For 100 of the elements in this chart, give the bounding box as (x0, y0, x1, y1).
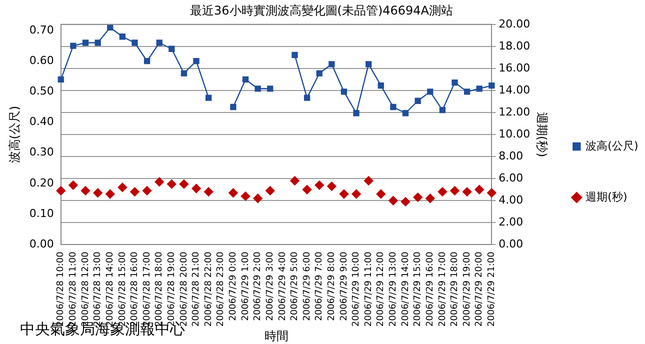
point (106, 189, 115, 199)
point (56, 186, 66, 196)
x-tick-label: 2006/7/28 23:00 (216, 251, 226, 327)
x-tick-label: 2006/7/29 0:00 (228, 251, 239, 321)
point (156, 40, 162, 46)
point (364, 176, 374, 186)
x-tick-label: 2006/7/29 4:00 (278, 251, 288, 321)
y2-tick-label: 8.00 (498, 149, 524, 162)
point (450, 186, 460, 196)
point (464, 88, 470, 95)
point (427, 88, 434, 95)
point (130, 187, 140, 196)
point (388, 196, 398, 206)
point (168, 46, 175, 52)
point (228, 188, 238, 198)
x-tick-label: 2006/7/29 10:00 (352, 251, 362, 327)
point (142, 186, 152, 196)
point (316, 70, 322, 76)
point (487, 188, 496, 198)
y-axis-title: 波高(公尺) (7, 106, 22, 164)
y-tick-label: 0.50 (29, 84, 54, 98)
x-tick-label: 2006/7/29 2:00 (253, 251, 264, 321)
point (353, 110, 360, 116)
x-tick-label: 2006/7/29 21:00 (487, 251, 498, 327)
y2-tick-label: 12.00 (498, 105, 530, 118)
point (253, 194, 262, 203)
point (400, 197, 410, 206)
x-tick-label: 2006/7/29 8:00 (327, 251, 338, 321)
point (439, 106, 446, 114)
point (193, 58, 200, 64)
y2-tick-label: 18.00 (498, 39, 530, 52)
y-tick-label: 0.60 (29, 54, 54, 67)
point (167, 179, 176, 189)
point (304, 94, 310, 101)
point (426, 194, 435, 203)
point (107, 24, 114, 31)
point (254, 86, 261, 92)
x-tick-label: 2006/7/29 18:00 (450, 251, 460, 327)
point (119, 34, 126, 40)
y-tick-label: 0.00 (29, 238, 54, 251)
x-tick-label: 2006/7/29 14:00 (400, 251, 411, 327)
y-tick-label: 0.10 (29, 206, 54, 220)
point (58, 76, 64, 83)
point (376, 189, 386, 199)
legend-label: 波高(公尺) (586, 139, 638, 152)
point (70, 42, 76, 49)
y-tick-label: 0.20 (29, 176, 54, 190)
x-tick-label: 2006/7/29 1:00 (240, 251, 251, 321)
legend-label: 週期(秒) (586, 190, 628, 204)
point (402, 110, 409, 116)
y2-axis-title: 週期(秒) (535, 112, 550, 158)
y2-tick-label: 10.00 (498, 127, 530, 140)
y2-tick-label: 4.00 (498, 193, 524, 206)
chart-title: 最近36小時實測波高變化圖(未品管)46694A測站 (190, 3, 454, 18)
point (180, 70, 188, 76)
point (192, 184, 201, 194)
point (452, 79, 458, 86)
x-tick-label: 2006/7/29 6:00 (302, 251, 312, 321)
point (132, 40, 138, 46)
y-tick-label: 0.30 (29, 146, 54, 159)
x-tick-label: 2006/7/29 11:00 (364, 251, 374, 327)
point (204, 187, 214, 196)
x-tick-label: 2006/7/29 19:00 (462, 251, 472, 327)
point (327, 182, 336, 191)
y2-tick-label: 2.00 (498, 215, 524, 228)
point (267, 86, 274, 92)
point (413, 192, 422, 202)
point (266, 186, 275, 196)
point (339, 189, 349, 199)
y2-tick-label: 0.00 (498, 238, 524, 251)
point (328, 61, 335, 68)
y-tick-label: 0.70 (29, 23, 54, 36)
x-tick-label: 2006/7/29 16:00 (425, 251, 436, 327)
point (462, 187, 472, 196)
point (302, 184, 312, 194)
x-tick-label: 2006/7/29 15:00 (413, 251, 424, 327)
x-tick-label: 2006/7/29 20:00 (474, 251, 485, 327)
point (144, 58, 150, 64)
point (292, 52, 298, 58)
y2-tick-label: 14.00 (498, 83, 530, 96)
x-tick-label: 2006/7/28 22:00 (204, 251, 214, 327)
x-tick-label: 2006/7/29 9:00 (339, 251, 350, 321)
x-tick-label: 2006/7/29 12:00 (376, 251, 386, 327)
y2-tick-label: 6.00 (498, 171, 524, 184)
y2-tick-label: 16.00 (498, 61, 530, 74)
point (378, 82, 384, 89)
point (290, 176, 300, 186)
y-tick-label: 0.40 (29, 115, 54, 128)
point (206, 94, 212, 101)
point (68, 180, 78, 190)
point (340, 88, 348, 95)
point (80, 186, 90, 196)
point (438, 187, 448, 196)
x-tick-label: 2006/7/29 3:00 (265, 251, 276, 321)
point (414, 98, 421, 104)
point (154, 177, 164, 186)
point (230, 104, 236, 110)
x-tick-label: 2006/7/29 5:00 (290, 251, 300, 321)
point (94, 40, 101, 46)
x-tick-label: 2006/7/29 17:00 (438, 251, 448, 327)
